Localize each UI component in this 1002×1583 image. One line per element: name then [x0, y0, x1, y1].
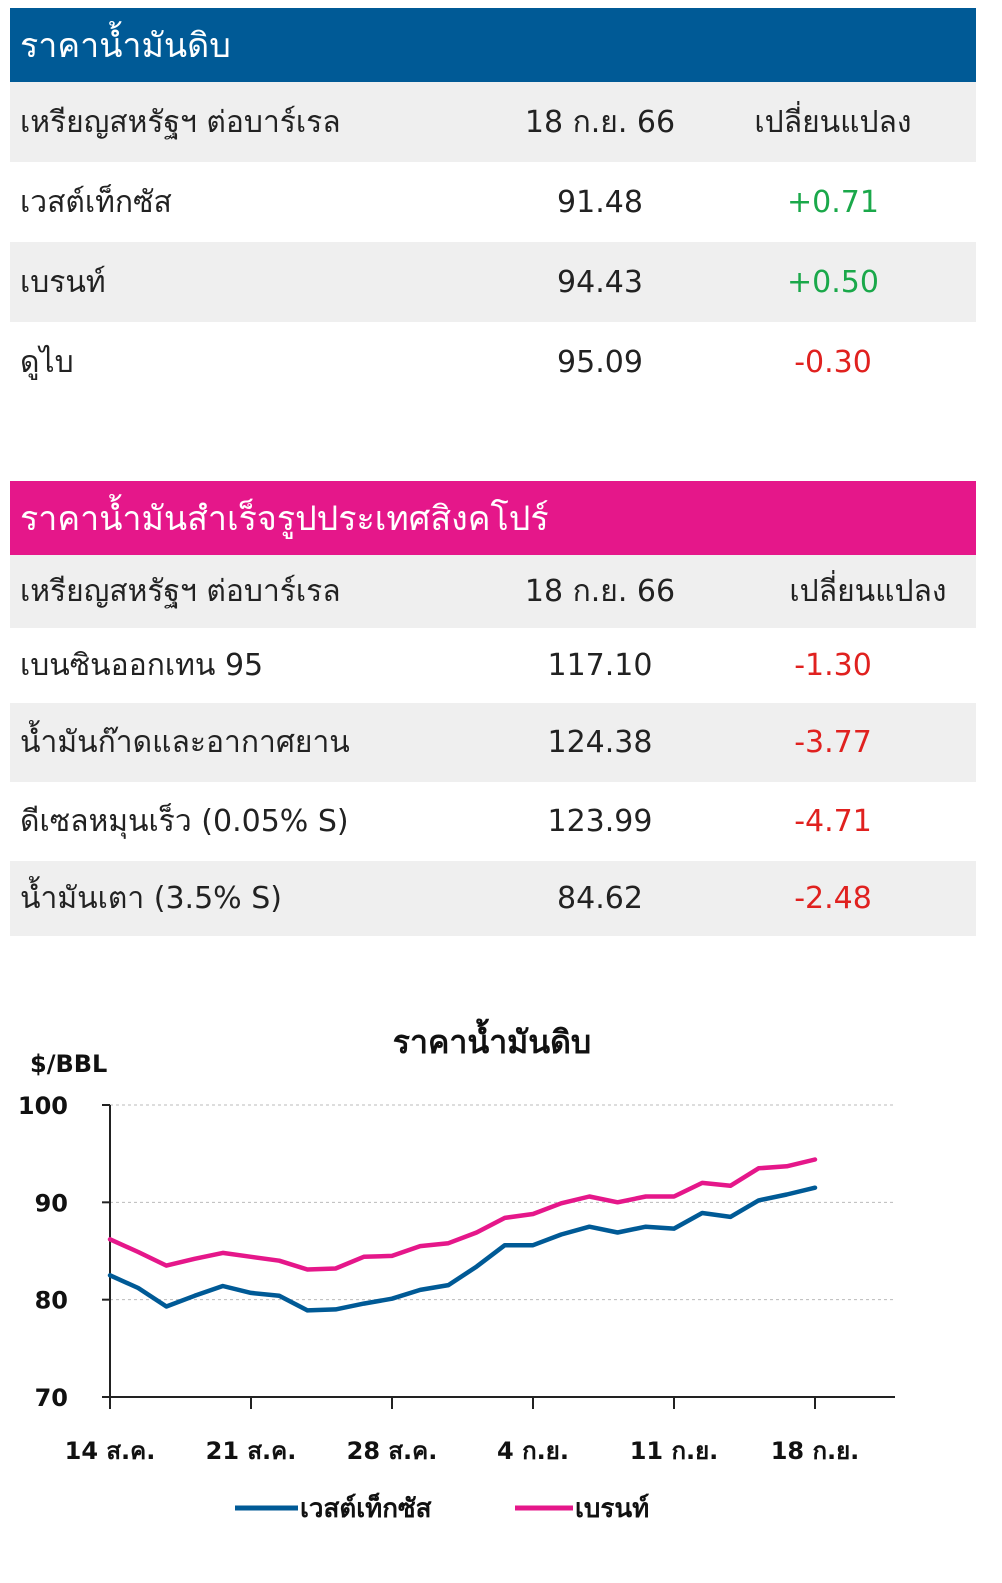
chart-title: ราคาน้ำมันดิบ: [393, 1018, 591, 1061]
y-tick-label: 80: [35, 1287, 68, 1315]
crude-oil-table-title: ราคาน้ำมันดิบ: [10, 8, 976, 82]
table-row: เบรนท์ 94.43 +0.50: [10, 242, 976, 322]
x-tick-label: 4 ก.ย.: [497, 1437, 569, 1465]
y-axis-label: $/BBL: [30, 1050, 107, 1078]
row-name: น้ำมันเตา (3.5% S): [20, 881, 282, 916]
row-name: ดูไบ: [20, 344, 74, 380]
gridlines: [110, 1104, 895, 1301]
x-tick-label: 11 ก.ย.: [630, 1437, 719, 1465]
change-header: เปลี่ยนแปลง: [789, 574, 947, 609]
row-price: 124.38: [547, 725, 653, 760]
row-name: ดีเซลหมุนเร็ว (0.05% S): [20, 804, 349, 839]
series-lines: [107, 1157, 818, 1313]
row-change: -2.48: [794, 881, 872, 916]
row-price: 91.48: [557, 184, 643, 220]
row-change: +0.71: [787, 184, 879, 220]
crude-oil-price-chart: ราคาน้ำมันดิบ $/BBL 100 90 80 70 14 ส.ค. 21 ส…: [18, 1018, 895, 1524]
series-line: [107, 1185, 818, 1313]
row-name: เบรนท์: [20, 264, 106, 300]
row-change: -0.30: [794, 344, 872, 380]
table-row: น้ำมันเตา (3.5% S) 84.62 -2.48: [10, 861, 976, 936]
row-price: 95.09: [557, 344, 643, 380]
legend: เวสต์เท็กซัส เบรนท์: [235, 1492, 649, 1524]
refined-products-table-header: เหรียญสหรัฐฯ ต่อบาร์เรล 18 ก.ย. 66 เปลี่…: [10, 555, 976, 628]
crude-oil-table: ราคาน้ำมันดิบ เหรียญสหรัฐฯ ต่อบาร์เรล 18…: [10, 8, 976, 402]
crude-oil-table-header: เหรียญสหรัฐฯ ต่อบาร์เรล 18 ก.ย. 66 เปลี่…: [10, 82, 976, 162]
row-change: -3.77: [794, 725, 872, 760]
table-row: เบนซินออกเทน 95 117.10 -1.30: [10, 628, 976, 703]
row-name: น้ำมันก๊าดและอากาศยาน: [20, 725, 350, 760]
table-row: ดูไบ 95.09 -0.30: [10, 322, 976, 402]
change-header: เปลี่ยนแปลง: [754, 104, 912, 140]
row-change: -1.30: [794, 648, 872, 683]
row-name: เบนซินออกเทน 95: [20, 648, 264, 683]
table-row: เวสต์เท็กซัส 91.48 +0.71: [10, 162, 976, 242]
table-row: ดีเซลหมุนเร็ว (0.05% S) 123.99 -4.71: [10, 782, 976, 861]
series-line: [107, 1157, 818, 1272]
row-price: 117.10: [547, 648, 653, 683]
axes: 100 90 80 70 14 ส.ค. 21 ส.ค. 28 ส.ค. 4 ก.ย. 11 ก…: [18, 1092, 895, 1465]
refined-products-table-title: ราคาน้ำมันสำเร็จรูปประเทศสิงคโปร์: [10, 481, 976, 555]
row-name: เวสต์เท็กซัส: [20, 184, 172, 220]
unit-header: เหรียญสหรัฐฯ ต่อบาร์เรล: [20, 104, 341, 140]
y-tick-label: 70: [35, 1384, 68, 1412]
y-tick-label: 90: [35, 1189, 68, 1217]
row-price: 123.99: [547, 804, 653, 839]
table-row: น้ำมันก๊าดและอากาศยาน 124.38 -3.77: [10, 703, 976, 782]
date-header: 18 ก.ย. 66: [524, 104, 676, 140]
legend-label: เบรนท์: [575, 1493, 649, 1524]
row-price: 94.43: [557, 264, 643, 300]
x-tick-label: 14 ส.ค.: [65, 1437, 156, 1465]
y-tick-label: 100: [18, 1092, 68, 1120]
refined-products-table: ราคาน้ำมันสำเร็จรูปประเทศสิงคโปร์ เหรียญ…: [10, 481, 976, 936]
x-tick-label: 18 ก.ย.: [771, 1437, 860, 1465]
x-tick-label: 28 ส.ค.: [347, 1437, 438, 1465]
date-header: 18 ก.ย. 66: [524, 574, 676, 609]
row-price: 84.62: [557, 881, 643, 916]
x-tick-label: 21 ส.ค.: [206, 1437, 297, 1465]
row-change: +0.50: [787, 264, 879, 300]
unit-header: เหรียญสหรัฐฯ ต่อบาร์เรล: [20, 574, 341, 609]
legend-label: เวสต์เท็กซัส: [300, 1492, 432, 1524]
row-change: -4.71: [794, 804, 872, 839]
